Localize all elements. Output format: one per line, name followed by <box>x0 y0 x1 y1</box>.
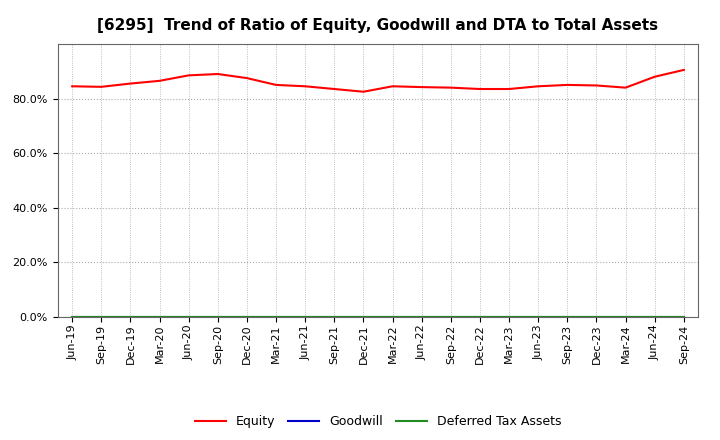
Deferred Tax Assets <box>592 314 600 319</box>
Goodwill <box>156 314 164 319</box>
Goodwill <box>184 314 193 319</box>
Goodwill <box>213 314 222 319</box>
Deferred Tax Assets <box>97 314 106 319</box>
Deferred Tax Assets <box>650 314 659 319</box>
Equity <box>388 84 397 89</box>
Equity <box>621 85 630 90</box>
Equity <box>97 84 106 89</box>
Equity <box>418 84 426 90</box>
Goodwill <box>476 314 485 319</box>
Deferred Tax Assets <box>505 314 513 319</box>
Goodwill <box>359 314 368 319</box>
Goodwill <box>680 314 688 319</box>
Equity <box>505 86 513 92</box>
Goodwill <box>418 314 426 319</box>
Goodwill <box>97 314 106 319</box>
Legend: Equity, Goodwill, Deferred Tax Assets: Equity, Goodwill, Deferred Tax Assets <box>190 411 566 433</box>
Equity <box>650 74 659 79</box>
Equity <box>330 86 338 92</box>
Equity <box>68 84 76 89</box>
Goodwill <box>534 314 543 319</box>
Deferred Tax Assets <box>156 314 164 319</box>
Deferred Tax Assets <box>680 314 688 319</box>
Goodwill <box>68 314 76 319</box>
Equity <box>359 89 368 94</box>
Deferred Tax Assets <box>534 314 543 319</box>
Deferred Tax Assets <box>271 314 280 319</box>
Equity <box>534 84 543 89</box>
Goodwill <box>243 314 251 319</box>
Equity <box>156 78 164 84</box>
Deferred Tax Assets <box>126 314 135 319</box>
Deferred Tax Assets <box>213 314 222 319</box>
Deferred Tax Assets <box>388 314 397 319</box>
Deferred Tax Assets <box>446 314 455 319</box>
Deferred Tax Assets <box>184 314 193 319</box>
Equity <box>301 84 310 89</box>
Equity <box>592 83 600 88</box>
Deferred Tax Assets <box>243 314 251 319</box>
Equity <box>184 73 193 78</box>
Equity <box>271 82 280 88</box>
Equity <box>243 76 251 81</box>
Line: Equity: Equity <box>72 70 684 92</box>
Equity <box>446 85 455 90</box>
Equity <box>476 86 485 92</box>
Goodwill <box>388 314 397 319</box>
Deferred Tax Assets <box>476 314 485 319</box>
Goodwill <box>650 314 659 319</box>
Deferred Tax Assets <box>563 314 572 319</box>
Goodwill <box>621 314 630 319</box>
Goodwill <box>592 314 600 319</box>
Goodwill <box>301 314 310 319</box>
Goodwill <box>446 314 455 319</box>
Deferred Tax Assets <box>330 314 338 319</box>
Deferred Tax Assets <box>359 314 368 319</box>
Deferred Tax Assets <box>418 314 426 319</box>
Equity <box>126 81 135 86</box>
Goodwill <box>330 314 338 319</box>
Goodwill <box>271 314 280 319</box>
Deferred Tax Assets <box>301 314 310 319</box>
Deferred Tax Assets <box>68 314 76 319</box>
Deferred Tax Assets <box>621 314 630 319</box>
Goodwill <box>126 314 135 319</box>
Equity <box>563 82 572 88</box>
Goodwill <box>505 314 513 319</box>
Equity <box>680 67 688 73</box>
Goodwill <box>563 314 572 319</box>
Equity <box>213 71 222 77</box>
Title: [6295]  Trend of Ratio of Equity, Goodwill and DTA to Total Assets: [6295] Trend of Ratio of Equity, Goodwil… <box>97 18 659 33</box>
